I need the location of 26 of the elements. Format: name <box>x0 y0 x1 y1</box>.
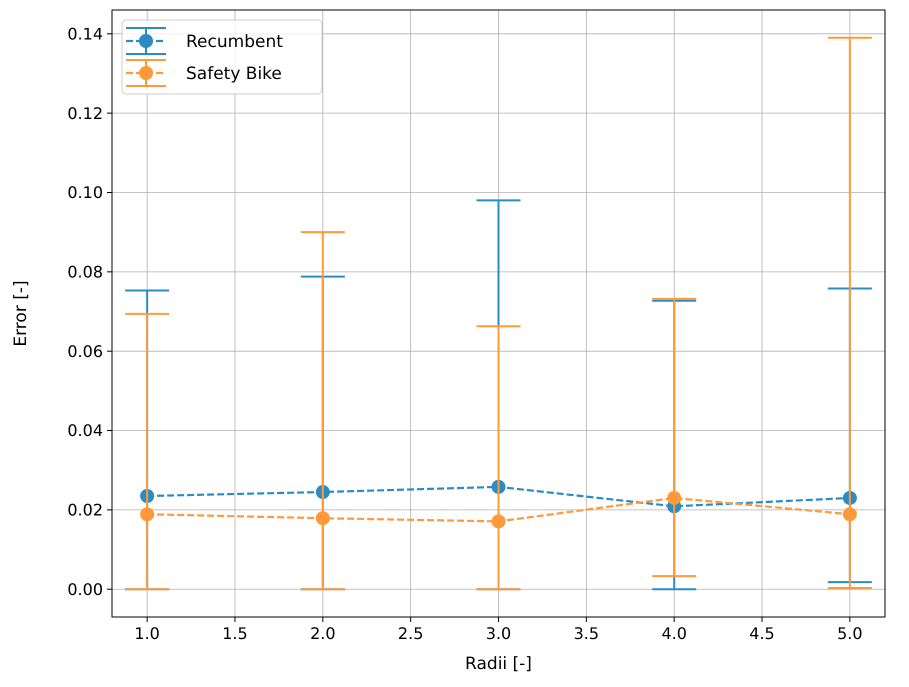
x-tick-label: 3.5 <box>574 624 600 643</box>
x-tick-label: 2.0 <box>310 624 336 643</box>
x-tick-label: 4.0 <box>661 624 687 643</box>
legend-label: Safety Bike <box>186 64 282 84</box>
point <box>316 511 330 526</box>
x-tick-label: 2.5 <box>398 624 424 643</box>
point <box>842 507 857 522</box>
legend-label: Recumbent <box>186 32 284 52</box>
y-tick-label: 0.10 <box>67 183 103 202</box>
x-tick-label: 5.0 <box>837 624 863 643</box>
point <box>492 514 506 528</box>
x-axis-title: Radii [-] <box>465 654 532 674</box>
y-tick-label: 0.08 <box>67 262 103 282</box>
y-tick-label: 0.06 <box>67 342 103 361</box>
x-tick-label: 4.5 <box>749 624 775 643</box>
y-axis-title: Error [-] <box>11 280 31 347</box>
x-tick-label: 3.0 <box>486 624 512 643</box>
y-tick-label: 0.14 <box>67 24 103 44</box>
y-tick-label: 0.02 <box>67 500 103 520</box>
y-tick-label: 0.12 <box>67 104 103 123</box>
point <box>667 490 682 505</box>
y-tick-label: 0.00 <box>67 580 103 599</box>
y-tick-label: 0.04 <box>67 421 103 440</box>
point <box>140 507 154 522</box>
x-tick-label: 1.0 <box>134 624 160 643</box>
x-tick-label: 1.5 <box>222 624 248 643</box>
